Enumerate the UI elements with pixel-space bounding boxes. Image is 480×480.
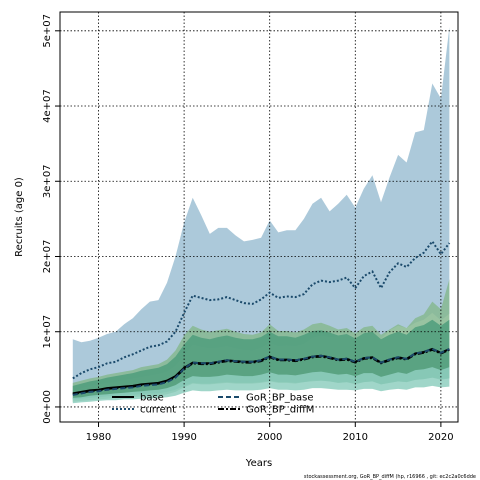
y-tick-label: 3e+07 bbox=[42, 164, 53, 198]
y-axis: 0e+00 1e+07 2e+07 3e+07 4e+07 5e+07 bbox=[42, 14, 60, 424]
footer-text: stockassessment.org, GoR_BP_diffM (hp, r… bbox=[304, 474, 476, 480]
confidence-bands bbox=[72, 27, 450, 404]
y-tick-label: 2e+07 bbox=[42, 240, 53, 274]
series-lines bbox=[72, 239, 451, 396]
line-current bbox=[72, 239, 451, 380]
legend-label: GoR_BP_base bbox=[246, 393, 314, 404]
x-axis-title: Years bbox=[245, 458, 272, 469]
y-axis-title: Recruits (age 0) bbox=[14, 177, 25, 257]
x-axis: 1980 1990 2000 2010 2020 bbox=[86, 422, 454, 443]
x-tick-label: 2000 bbox=[257, 432, 282, 443]
y-tick-label: 0e+00 bbox=[42, 390, 53, 424]
line-gor-bp-base bbox=[72, 347, 450, 396]
legend-label: base bbox=[140, 393, 164, 404]
plot-frame bbox=[59, 11, 459, 423]
legend-label: current bbox=[140, 405, 176, 416]
y-tick-label: 1e+07 bbox=[42, 315, 53, 349]
y-tick-label: 5e+07 bbox=[42, 14, 53, 48]
x-tick-label: 1990 bbox=[171, 432, 196, 443]
x-tick-label: 2020 bbox=[428, 432, 453, 443]
x-tick-label: 1980 bbox=[86, 432, 111, 443]
y-tick-label: 4e+07 bbox=[42, 89, 53, 123]
band-current bbox=[72, 27, 450, 392]
legend-label: GoR_BP_diffM bbox=[246, 405, 314, 416]
x-tick-label: 2010 bbox=[343, 432, 368, 443]
